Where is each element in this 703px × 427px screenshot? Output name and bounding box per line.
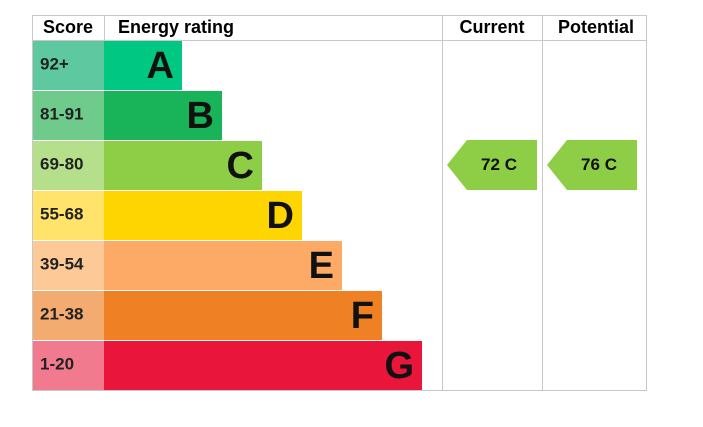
potential-arrow xyxy=(547,140,637,190)
score-cell xyxy=(33,141,104,190)
rating-letter: A xyxy=(147,45,174,87)
score-cell xyxy=(33,241,104,290)
rating-bar xyxy=(104,41,182,90)
rating-letter: C xyxy=(227,145,254,187)
rating-letter: E xyxy=(309,245,334,287)
current-value: 72 xyxy=(481,155,500,174)
rating-bar xyxy=(104,241,342,290)
header-potential: Potential xyxy=(558,17,634,37)
score-label: 39-54 xyxy=(40,254,84,273)
rating-bar xyxy=(104,291,382,340)
score-cell xyxy=(33,341,104,390)
header-score: Score xyxy=(43,17,93,37)
score-label: 55-68 xyxy=(40,204,83,223)
rating-bar xyxy=(104,141,262,190)
score-cell xyxy=(33,41,104,90)
score-cell xyxy=(33,191,104,240)
rating-letter: G xyxy=(384,345,414,387)
current-label: 72 C xyxy=(481,155,517,174)
potential-band: C xyxy=(605,155,617,174)
score-label: 92+ xyxy=(40,54,69,73)
potential-label: 76 C xyxy=(581,155,617,174)
score-cell xyxy=(33,91,104,140)
score-label: 21-38 xyxy=(40,304,83,323)
score-label: 69-80 xyxy=(40,154,83,173)
rating-bar xyxy=(104,91,222,140)
rating-bar xyxy=(104,341,422,390)
score-label: 81-91 xyxy=(40,104,83,123)
score-cell xyxy=(33,291,104,340)
rating-letter: B xyxy=(187,95,214,137)
score-label: 1-20 xyxy=(40,354,74,373)
grid xyxy=(32,15,647,391)
potential-value: 76 xyxy=(581,155,600,174)
current-arrow xyxy=(447,140,537,190)
current-band: C xyxy=(505,155,517,174)
header-current: Current xyxy=(459,17,524,37)
frame xyxy=(32,15,647,391)
rating-letter: D xyxy=(267,195,294,237)
rating-letter: F xyxy=(351,295,374,337)
rating-bar xyxy=(104,191,302,240)
header-rating: Energy rating xyxy=(118,17,234,37)
